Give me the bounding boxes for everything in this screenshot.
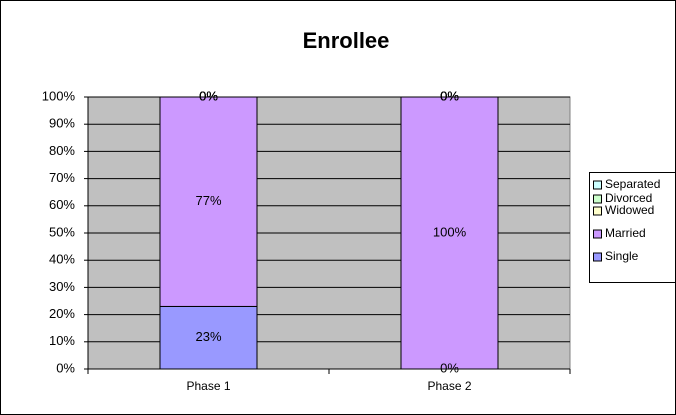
y-tick-label: 20% — [49, 306, 75, 321]
data-label: 0% — [440, 88, 459, 103]
data-label: 0% — [199, 88, 218, 103]
data-label: 23% — [195, 329, 221, 344]
data-label: 0% — [440, 88, 459, 103]
bar-segment — [159, 96, 258, 307]
bar-segment — [400, 96, 499, 370]
y-tick-label: 90% — [49, 116, 75, 131]
y-tick-label: 100% — [42, 88, 76, 103]
chart-title: Enrollee — [303, 28, 390, 53]
y-tick-label: 0% — [56, 360, 75, 375]
legend-label: Married — [605, 226, 646, 240]
data-label: 100% — [433, 224, 467, 239]
y-tick-label: 10% — [49, 333, 75, 348]
bar-segment — [159, 305, 258, 370]
legend-label: Single — [605, 249, 639, 263]
legend-swatch — [593, 206, 602, 216]
y-tick-label: 60% — [49, 197, 75, 212]
legend-label: Separated — [605, 177, 660, 191]
data-label: 77% — [195, 193, 221, 208]
data-label: 0% — [440, 360, 459, 375]
data-label: 0% — [199, 88, 218, 103]
legend-swatch — [593, 180, 602, 190]
data-label: 0% — [440, 88, 459, 103]
x-tick-label: Phase 1 — [186, 379, 230, 393]
legend-swatch — [593, 229, 602, 239]
legend-box — [589, 172, 676, 283]
legend-swatch — [593, 194, 602, 204]
y-tick-label: 50% — [49, 224, 75, 239]
legend-label: Widowed — [605, 203, 654, 217]
legend-swatch — [593, 252, 602, 262]
x-tick-label: Phase 2 — [427, 379, 471, 393]
legend-label: Divorced — [605, 191, 652, 205]
y-tick-label: 70% — [49, 170, 75, 185]
y-tick-label: 40% — [49, 252, 75, 267]
y-tick-label: 30% — [49, 279, 75, 294]
data-label: 0% — [199, 88, 218, 103]
y-tick-label: 80% — [49, 143, 75, 158]
